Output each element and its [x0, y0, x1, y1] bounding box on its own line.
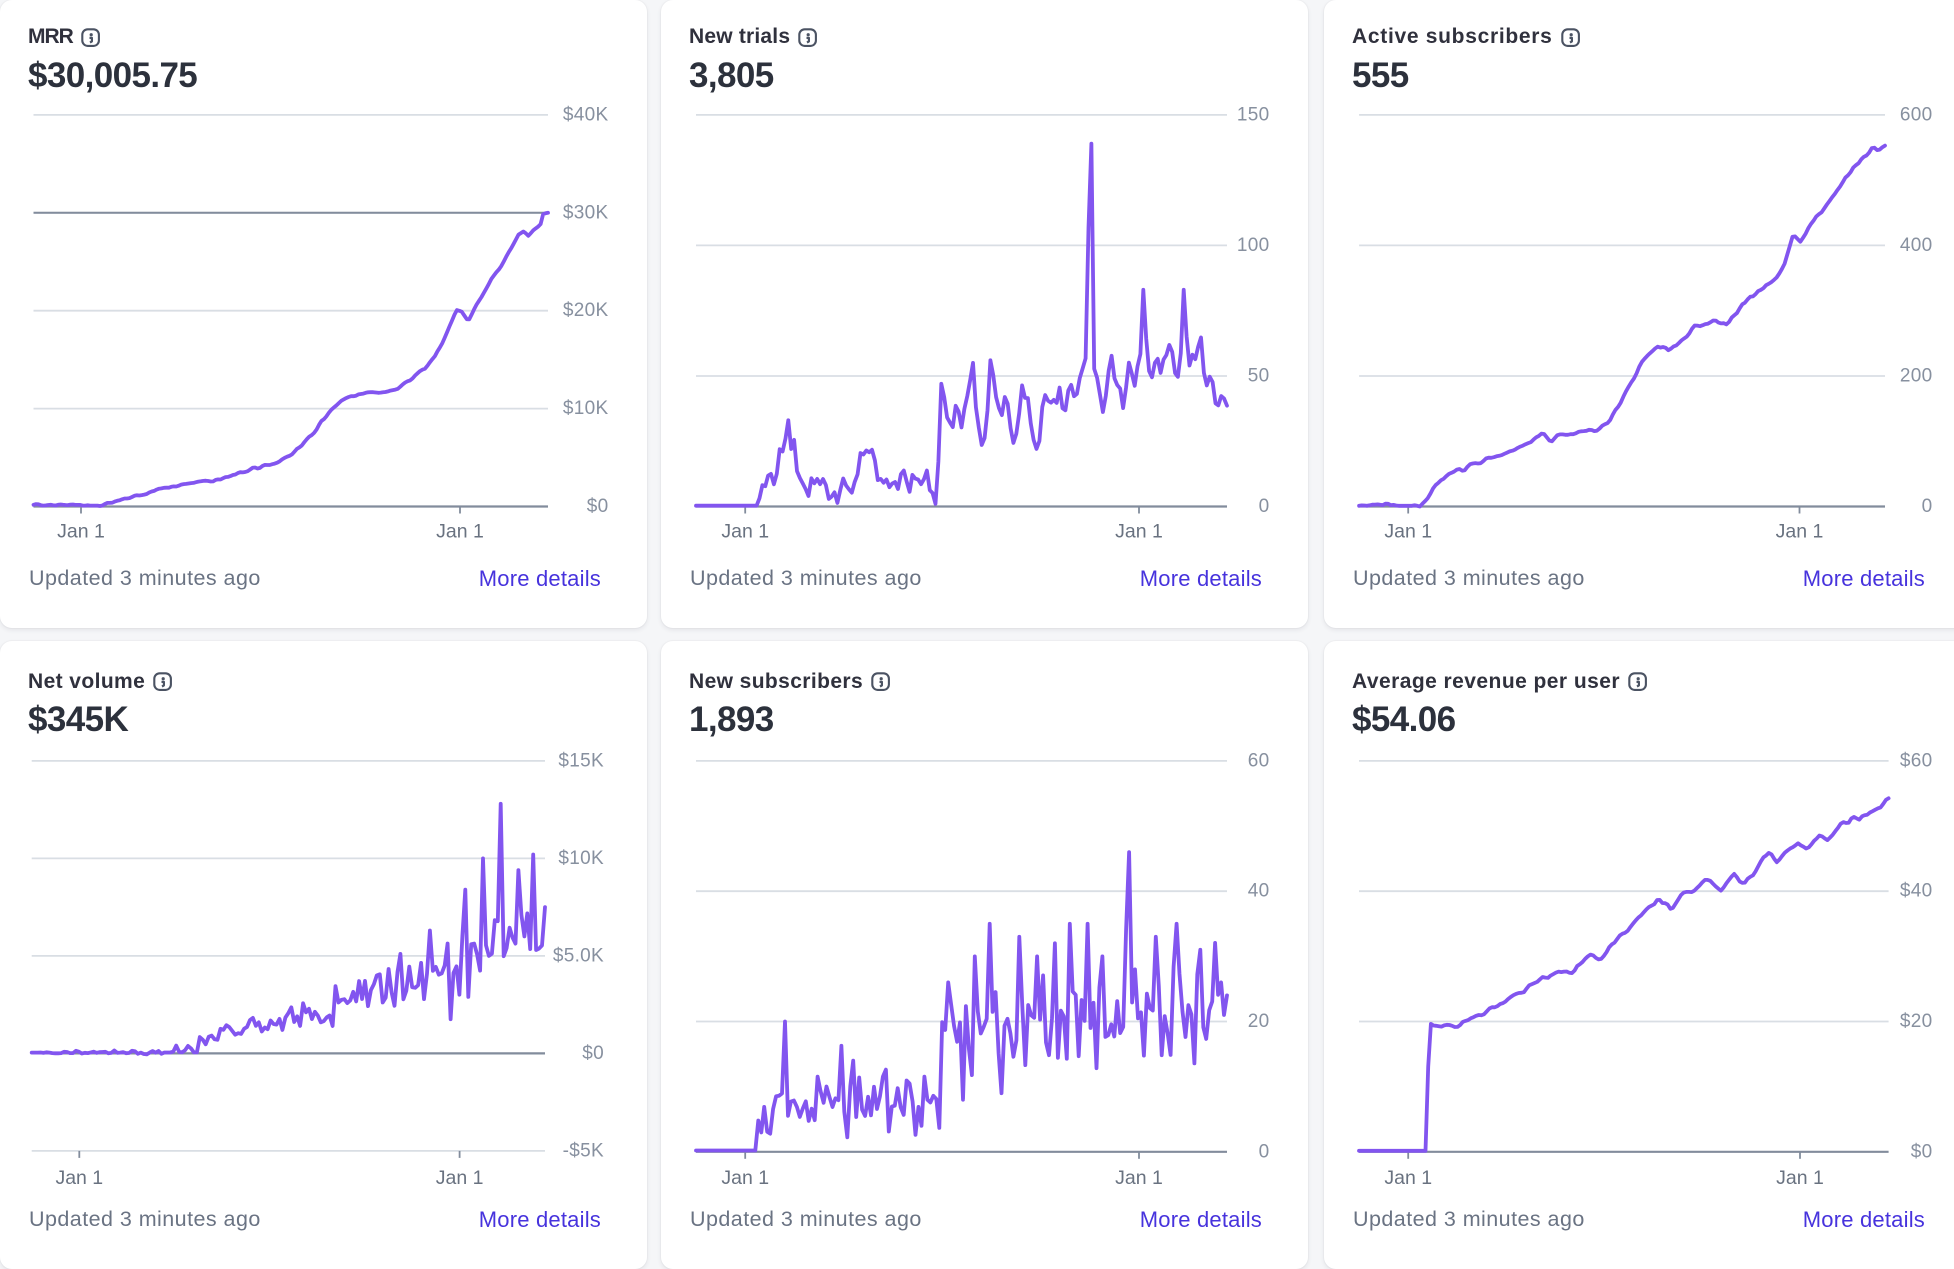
svg-text:$5.0K: $5.0K: [553, 945, 604, 966]
svg-text:$20K: $20K: [563, 300, 609, 321]
svg-text:$15K: $15K: [558, 750, 604, 771]
svg-text:50: 50: [1248, 366, 1270, 387]
svg-text:$20: $20: [1900, 1011, 1933, 1032]
svg-text:-$5K: -$5K: [563, 1140, 604, 1161]
svg-text:Jan 1: Jan 1: [57, 521, 105, 543]
svg-text:100: 100: [1237, 235, 1270, 256]
svg-text:40: 40: [1248, 880, 1270, 901]
svg-text:0: 0: [1922, 496, 1933, 517]
svg-text:60: 60: [1248, 750, 1270, 771]
svg-text:Jan 1: Jan 1: [436, 1167, 484, 1189]
svg-text:0: 0: [1259, 1141, 1270, 1162]
svg-text:$40K: $40K: [563, 104, 609, 125]
svg-text:Jan 1: Jan 1: [721, 1167, 769, 1189]
svg-text:Jan 1: Jan 1: [1776, 1167, 1824, 1189]
svg-text:200: 200: [1900, 366, 1933, 387]
svg-text:150: 150: [1237, 104, 1270, 125]
svg-text:600: 600: [1900, 104, 1933, 125]
svg-text:Jan 1: Jan 1: [1776, 521, 1824, 543]
svg-text:$0: $0: [1911, 1141, 1933, 1162]
svg-text:20: 20: [1248, 1011, 1270, 1032]
svg-text:$0: $0: [587, 496, 609, 517]
svg-text:$0: $0: [582, 1042, 604, 1063]
svg-text:Jan 1: Jan 1: [436, 521, 484, 543]
svg-text:$10K: $10K: [563, 398, 609, 419]
svg-text:$40: $40: [1900, 880, 1933, 901]
svg-text:0: 0: [1259, 496, 1270, 517]
svg-text:Jan 1: Jan 1: [55, 1167, 103, 1189]
svg-text:Jan 1: Jan 1: [721, 521, 769, 543]
svg-text:$10K: $10K: [558, 847, 604, 868]
svg-text:$60: $60: [1900, 750, 1933, 771]
svg-text:Jan 1: Jan 1: [1115, 1167, 1163, 1189]
svg-text:400: 400: [1900, 235, 1933, 256]
svg-text:Jan 1: Jan 1: [1115, 521, 1163, 543]
svg-text:Jan 1: Jan 1: [1384, 521, 1432, 543]
svg-text:$30K: $30K: [563, 202, 609, 223]
svg-text:Jan 1: Jan 1: [1384, 1167, 1432, 1189]
